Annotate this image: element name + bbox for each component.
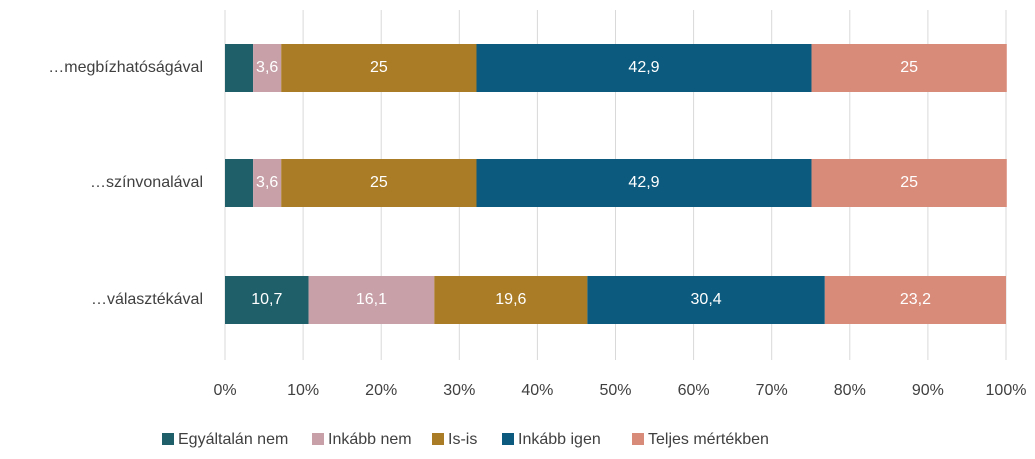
legend-swatch: [432, 433, 444, 445]
bar-segment: [308, 276, 435, 324]
bar-segment: [811, 44, 1007, 92]
bar-segment: [811, 159, 1007, 207]
x-tick-label: 20%: [365, 382, 397, 399]
category-label: …megbízhatóságával: [48, 59, 203, 76]
data-label: 42,9: [628, 59, 659, 76]
data-label: 25: [900, 59, 918, 76]
x-tick-label: 40%: [521, 382, 553, 399]
data-label: 25: [900, 174, 918, 191]
bar-segment: [281, 44, 477, 92]
x-tick-label: 30%: [443, 382, 475, 399]
bar-segment: [253, 44, 282, 92]
bar-segment: [476, 159, 812, 207]
legend-swatch: [312, 433, 324, 445]
x-tick-label: 10%: [287, 382, 319, 399]
bar-segment: [225, 276, 309, 324]
legend-label: Inkább igen: [518, 431, 601, 448]
bar-segment: [587, 276, 825, 324]
x-tick-label: 0%: [213, 382, 236, 399]
legend-swatch: [502, 433, 514, 445]
data-label: 3,6: [256, 59, 278, 76]
legend-label: Inkább nem: [328, 431, 412, 448]
bar-segment: [476, 44, 812, 92]
data-label: 25: [370, 59, 388, 76]
data-label: 25: [370, 174, 388, 191]
x-tick-label: 80%: [834, 382, 866, 399]
data-label: 10,7: [251, 291, 282, 308]
data-label: 3,6: [256, 174, 278, 191]
bar-segment: [281, 159, 477, 207]
category-label: …választékával: [91, 291, 203, 308]
data-label: 16,1: [356, 291, 387, 308]
legend-label: Is-is: [448, 431, 477, 448]
data-label: 30,4: [691, 291, 722, 308]
data-label: 23,2: [900, 291, 931, 308]
x-tick-label: 60%: [678, 382, 710, 399]
legend-label: Teljes mértékben: [648, 431, 769, 448]
bar-segment: [225, 159, 254, 207]
x-tick-label: 70%: [756, 382, 788, 399]
bar-segment: [434, 276, 588, 324]
x-tick-label: 100%: [986, 382, 1027, 399]
legend-swatch: [162, 433, 174, 445]
x-tick-label: 90%: [912, 382, 944, 399]
legend-label: Egyáltalán nem: [178, 431, 288, 448]
category-label: …színvonalával: [90, 174, 203, 191]
bar-segment: [253, 159, 282, 207]
legend-swatch: [632, 433, 644, 445]
bar-segment: [824, 276, 1006, 324]
bar-segment: [225, 44, 254, 92]
data-label: 42,9: [628, 174, 659, 191]
x-tick-label: 50%: [599, 382, 631, 399]
data-label: 19,6: [495, 291, 526, 308]
